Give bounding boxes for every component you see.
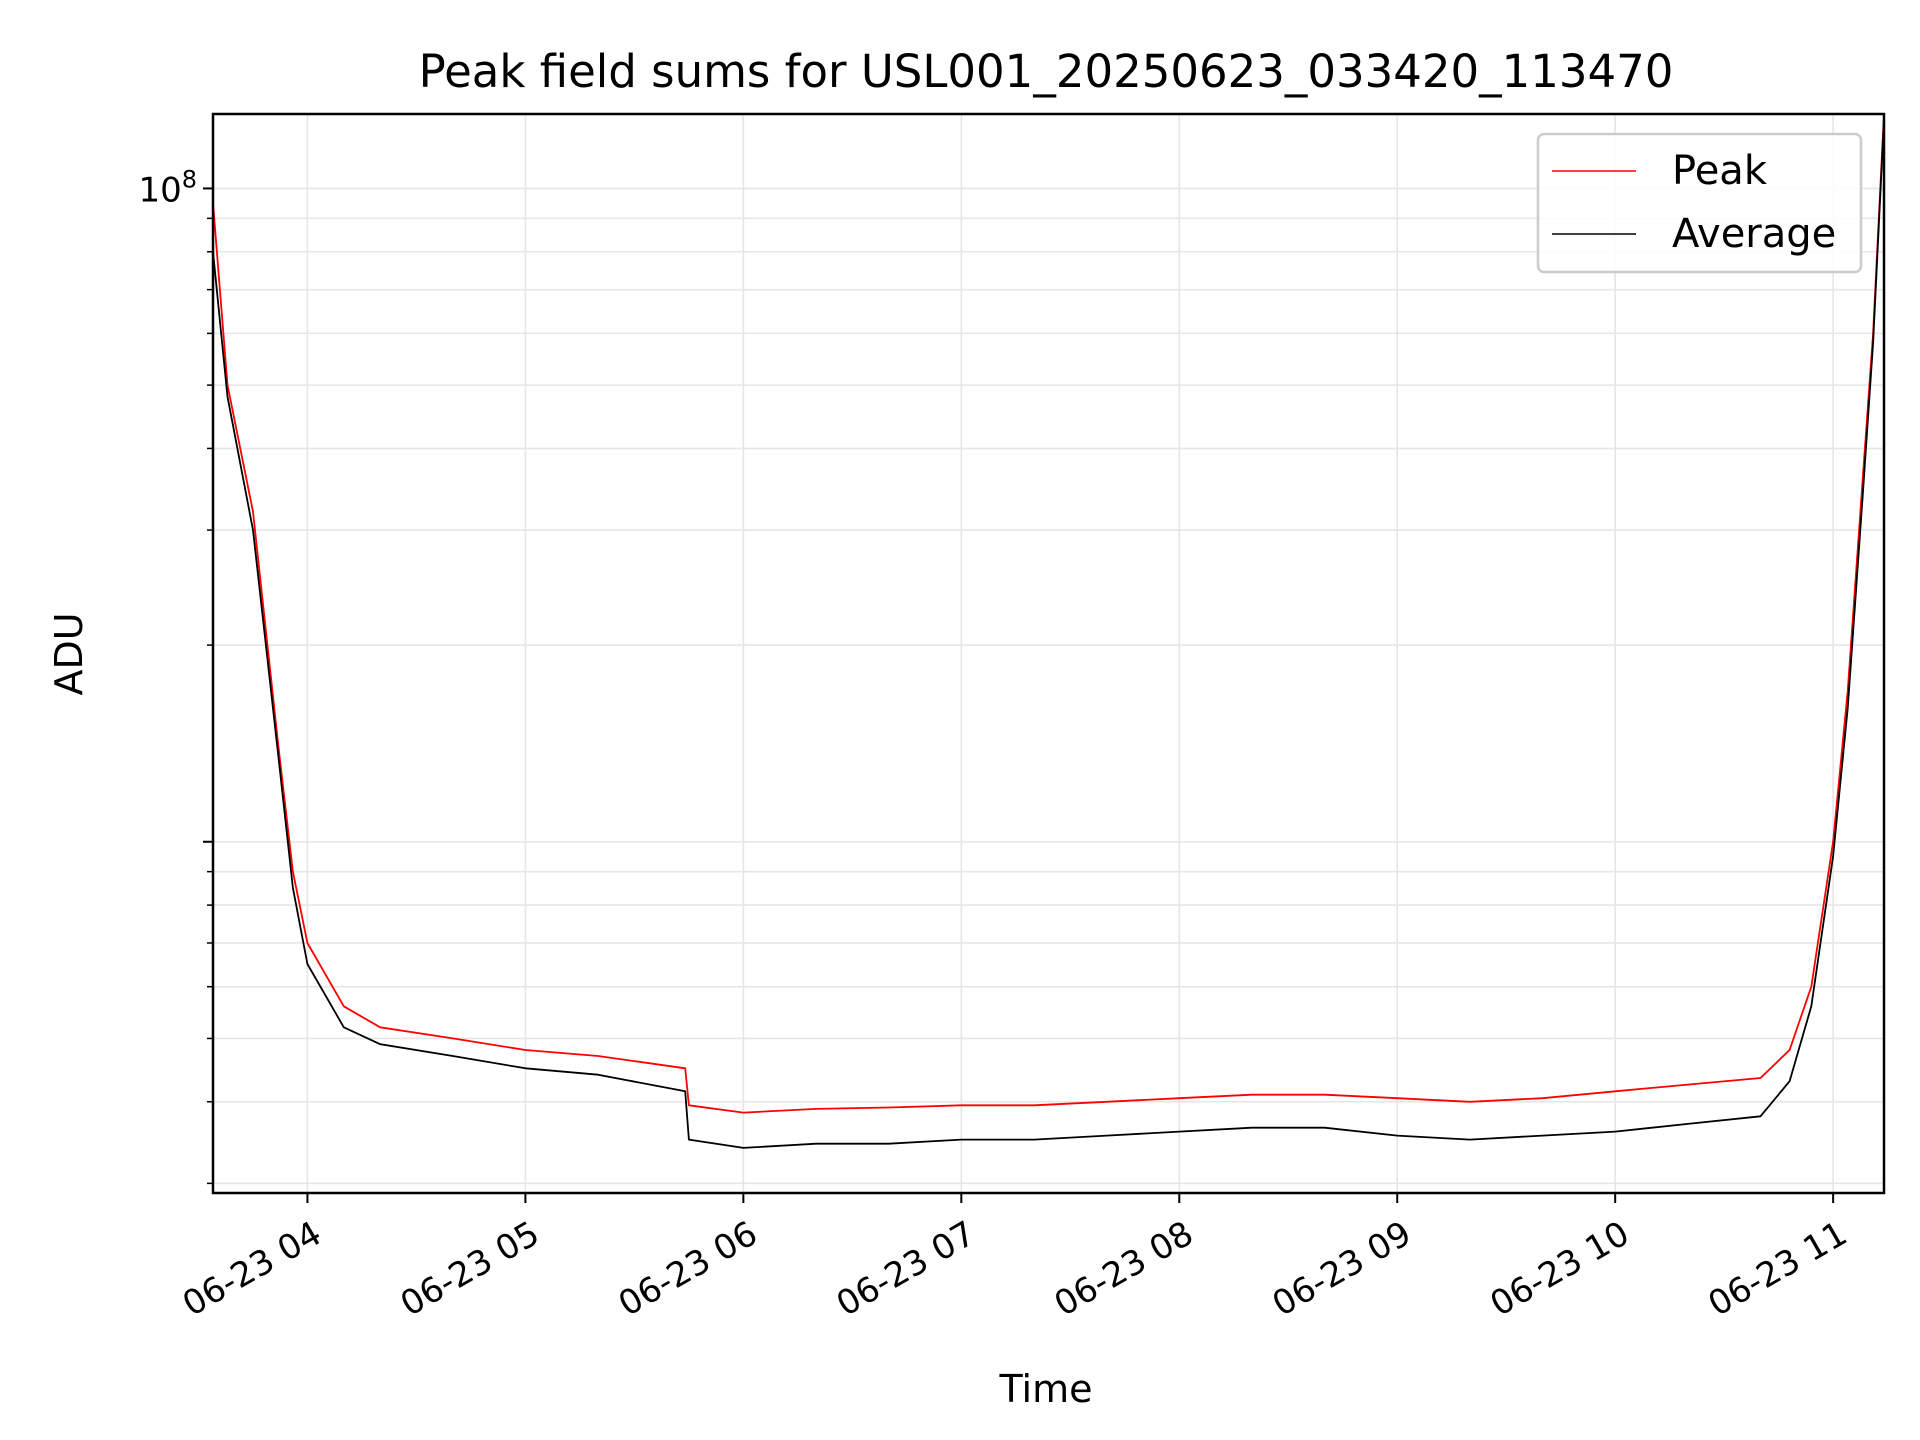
- series-line-peak: [212, 113, 1885, 1114]
- chart-title: Peak field sums for USL001_20250623_0334…: [419, 45, 1674, 98]
- series-line-average: [212, 118, 1885, 1149]
- legend-box: [1536, 132, 1863, 274]
- legend-label-peak: Peak: [1672, 148, 1768, 194]
- y-tick-label-base: 10: [138, 170, 181, 210]
- y-axis-ticks: 108: [138, 165, 213, 1185]
- legend: Peak Average: [1536, 132, 1863, 274]
- plot-frame: [211, 112, 1886, 1195]
- grid: [213, 114, 1884, 1193]
- y-tick-label-exponent: 8: [182, 165, 197, 193]
- x-axis-label: Time: [999, 1367, 1093, 1411]
- series-layer: [212, 113, 1885, 1149]
- legend-label-average: Average: [1672, 211, 1836, 257]
- y-axis-label: ADU: [47, 612, 91, 695]
- y-tick-label: 108: [138, 165, 197, 210]
